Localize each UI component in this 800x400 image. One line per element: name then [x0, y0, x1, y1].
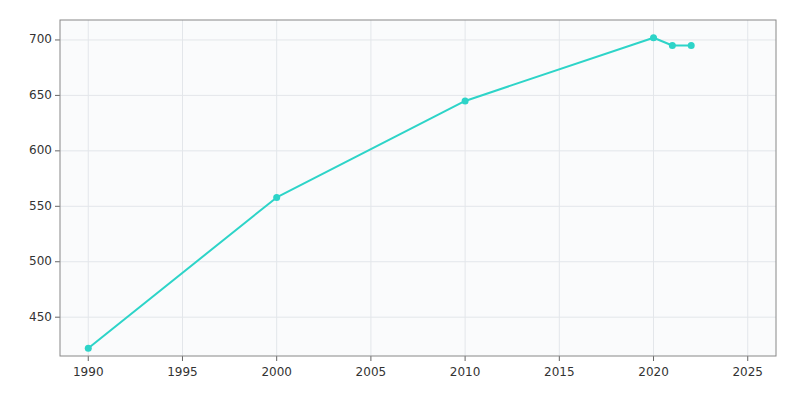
y-tick: [55, 150, 60, 151]
chart-container: 450 500 550 600 650 700 1990 1995 2000 2005 2010 20…: [0, 0, 800, 400]
x-tick: [653, 356, 654, 361]
x-grid-line: [747, 20, 748, 356]
x-tick: [276, 356, 277, 361]
y-tick-label: 600: [29, 143, 52, 157]
page: {"chart_data": {"type": "line", "x": [19…: [0, 0, 800, 400]
y-tick-label: 500: [29, 254, 52, 268]
y-tick-label: 650: [29, 88, 52, 102]
y-grid-line: [60, 261, 776, 262]
y-grid-line: [60, 39, 776, 40]
y-grid-line: [60, 317, 776, 318]
x-tick-label: 2000: [261, 365, 292, 379]
data-point: [650, 34, 657, 41]
data-point: [669, 42, 676, 49]
x-tick: [370, 356, 371, 361]
x-grid-line: [653, 20, 654, 356]
series: [85, 34, 695, 351]
y-tick: [55, 206, 60, 207]
x-tick: [559, 356, 560, 361]
x-grid-line: [182, 20, 183, 356]
x-tick: [465, 356, 466, 361]
y-grid-line: [60, 150, 776, 151]
x-tick: [747, 356, 748, 361]
y-tick: [55, 39, 60, 40]
y-tick: [55, 261, 60, 262]
grid: [60, 20, 776, 356]
y-grid-line: [60, 95, 776, 96]
data-point: [273, 194, 280, 201]
y-grid-line: [60, 206, 776, 207]
x-tick-label: 2015: [544, 365, 575, 379]
x-tick-label: 2005: [356, 365, 387, 379]
x-tick: [182, 356, 183, 361]
data-point: [462, 97, 469, 104]
y-tick-label: 550: [29, 199, 52, 213]
x-tick-label: 1995: [167, 365, 198, 379]
data-line: [88, 38, 691, 348]
x-tick-label: 1990: [73, 365, 104, 379]
x-grid-line: [88, 20, 89, 356]
data-point: [688, 42, 695, 49]
x-tick-label: 2020: [638, 365, 669, 379]
y-tick: [55, 95, 60, 96]
plot-frame: [60, 20, 776, 356]
x-tick-label: 2010: [450, 365, 481, 379]
axes: 450 500 550 600 650 700 1990 1995 2000 2005 2010 20…: [29, 32, 763, 379]
x-grid-line: [276, 20, 277, 356]
plot-background: [60, 20, 776, 356]
y-tick-label: 450: [29, 310, 52, 324]
data-point: [85, 345, 92, 352]
x-grid-line: [465, 20, 466, 356]
y-tick-label: 700: [29, 32, 52, 46]
x-grid-line: [370, 20, 371, 356]
chart-svg: 450 500 550 600 650 700 1990 1995 2000 2005 2010 20…: [0, 0, 800, 400]
x-tick-label: 2025: [732, 365, 763, 379]
y-tick: [55, 317, 60, 318]
x-tick: [88, 356, 89, 361]
